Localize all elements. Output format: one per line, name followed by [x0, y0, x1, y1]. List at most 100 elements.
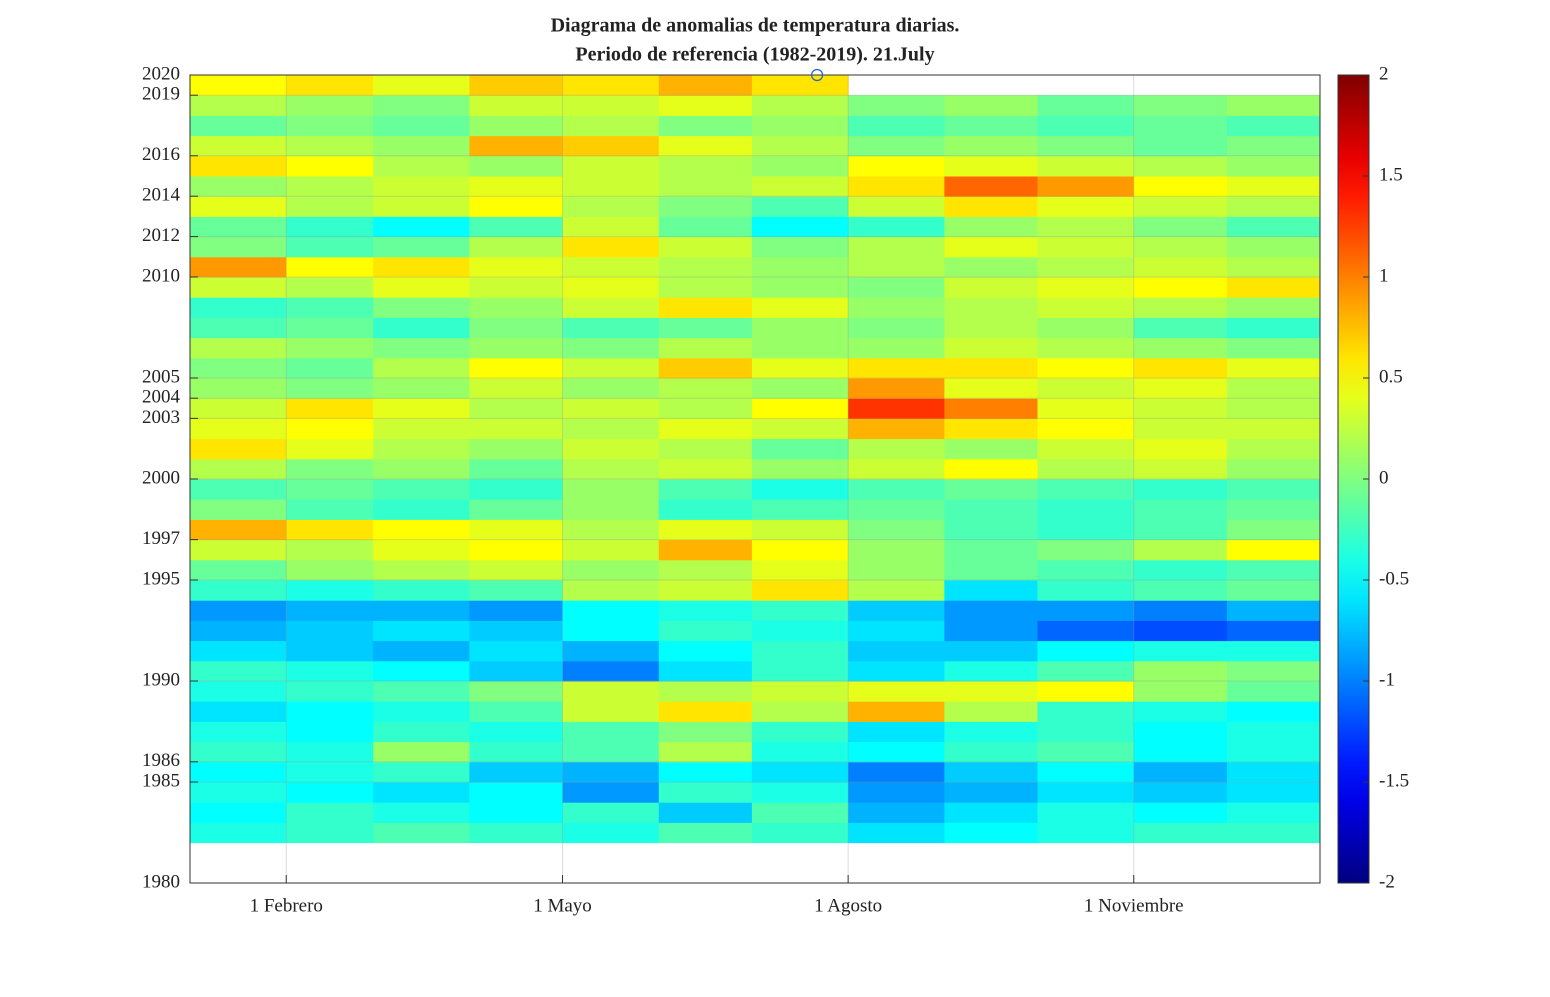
heat-cell: [190, 782, 287, 803]
heat-cell: [469, 418, 564, 440]
heat-cell: [658, 640, 753, 662]
heat-cell: [751, 418, 849, 440]
heat-cell: [469, 640, 564, 662]
heat-cell: [848, 741, 945, 763]
heat-cell: [848, 256, 945, 278]
heat-cell: [562, 418, 660, 440]
heat-cell: [944, 721, 1038, 743]
heat-cell: [469, 559, 564, 581]
heat-cell: [1133, 802, 1228, 823]
heat-cell: [1037, 660, 1135, 682]
heat-cell: [848, 95, 945, 116]
heat-cell: [190, 378, 287, 399]
heat-cell: [1037, 176, 1135, 197]
heat-cell: [286, 822, 374, 844]
heat-cell: [751, 721, 849, 743]
y-tick-label: 2004: [142, 387, 181, 408]
heat-cell: [190, 176, 287, 197]
heat-cell: [944, 216, 1038, 238]
heat-cell: [658, 681, 753, 702]
heat-cell: [848, 155, 945, 177]
heat-cell: [286, 640, 374, 662]
heat-cell: [1226, 176, 1321, 197]
heat-cell: [190, 701, 287, 722]
heat-cell: [562, 600, 660, 621]
heat-cell: [190, 438, 287, 460]
heat-cell: [1037, 418, 1135, 440]
heat-cell: [658, 398, 753, 419]
heat-cell: [1226, 458, 1321, 480]
heat-cell: [1133, 256, 1228, 278]
heat-cell: [658, 95, 753, 116]
heat-cell: [1226, 782, 1321, 803]
heat-cell: [1133, 418, 1228, 440]
heat-cell: [751, 499, 849, 520]
heat-cell: [751, 580, 849, 601]
heat-cell: [373, 782, 470, 803]
heat-cell: [848, 499, 945, 520]
heat-cell: [562, 741, 660, 763]
heat-cell: [190, 75, 287, 96]
heat-cell: [373, 398, 470, 419]
heat-cell: [1133, 741, 1228, 763]
heat-cell: [848, 196, 945, 217]
heat-cell: [1226, 600, 1321, 621]
colorbar-tick-label: 0: [1379, 467, 1389, 488]
heat-cell: [944, 822, 1038, 844]
heat-cell: [562, 176, 660, 197]
heat-cell: [944, 620, 1038, 642]
heat-cell: [1226, 721, 1321, 743]
heat-cell: [848, 761, 945, 783]
heat-cell: [751, 761, 849, 783]
heat-cell: [751, 357, 849, 379]
heat-cell: [562, 761, 660, 783]
x-tick-label: 1 Agosto: [814, 895, 882, 916]
heat-cell: [469, 458, 564, 480]
heat-cell: [658, 135, 753, 157]
heat-cell: [190, 115, 287, 137]
heat-cell: [190, 519, 287, 541]
colorbar-tick-label: -0.5: [1379, 568, 1409, 589]
heat-cell: [190, 741, 287, 763]
heat-cell: [469, 297, 564, 318]
heat-cell: [944, 802, 1038, 823]
heat-cell: [286, 600, 374, 621]
heat-cell: [562, 660, 660, 682]
heat-cell: [1037, 458, 1135, 480]
heat-cell: [373, 660, 470, 682]
heat-cell: [1226, 256, 1321, 278]
heat-cell: [944, 135, 1038, 157]
heat-cell: [1037, 155, 1135, 177]
heat-cell: [562, 196, 660, 217]
heat-cell: [1226, 236, 1321, 258]
heat-cell: [1133, 196, 1228, 217]
heat-cell: [848, 418, 945, 440]
heat-cell: [658, 216, 753, 238]
heat-cell: [658, 418, 753, 440]
heat-cell: [751, 216, 849, 238]
heat-cell: [286, 115, 374, 137]
heat-cell: [1037, 196, 1135, 217]
heat-cell: [658, 519, 753, 541]
heat-cell: [469, 741, 564, 763]
y-tick-label: 2012: [142, 225, 180, 246]
heat-cell: [658, 378, 753, 399]
heat-cell: [190, 155, 287, 177]
heat-cell: [944, 155, 1038, 177]
y-tick-label: 2010: [142, 265, 180, 286]
heat-cell: [1133, 378, 1228, 399]
heat-cell: [751, 620, 849, 642]
heat-cell: [373, 176, 470, 197]
heat-cell: [1037, 681, 1135, 702]
heat-cell: [373, 155, 470, 177]
heat-cell: [1037, 115, 1135, 137]
heat-cell: [1037, 378, 1135, 399]
heat-cell: [562, 458, 660, 480]
heat-cell: [1226, 701, 1321, 722]
y-tick-label: 2014: [142, 185, 181, 206]
heat-cell: [469, 782, 564, 803]
heat-cell: [658, 580, 753, 601]
heat-cell: [469, 701, 564, 722]
heat-cell: [751, 640, 849, 662]
heat-cell: [1037, 95, 1135, 116]
